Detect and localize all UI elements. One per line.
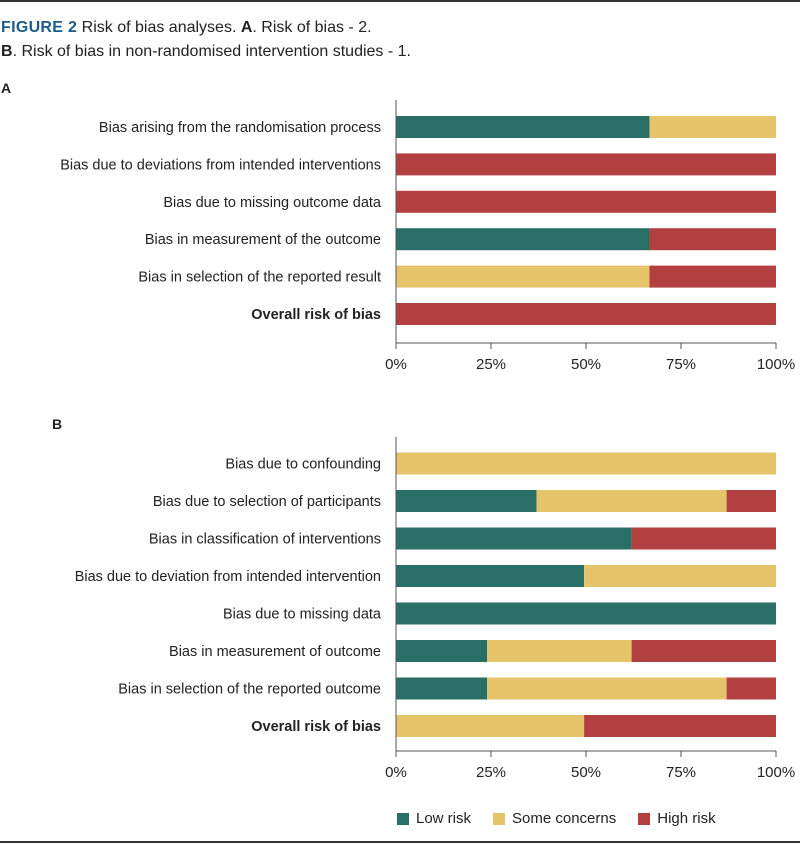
x-tick-label: 75% bbox=[666, 356, 696, 373]
panel-a-chart: Bias arising from the randomisation proc… bbox=[60, 100, 795, 373]
category-label: Bias due to missing data bbox=[223, 607, 382, 623]
bottom-rule bbox=[0, 841, 800, 843]
bar-segment-low bbox=[396, 527, 632, 550]
bar-segment-some bbox=[487, 677, 727, 700]
bar-segment-high bbox=[726, 677, 776, 700]
bar-segment-high bbox=[631, 640, 776, 662]
panel-b-chart: Bias due to confounding Bias due to selec… bbox=[75, 437, 795, 781]
bar-segment-low bbox=[396, 677, 488, 700]
chart-legend: Low risk Some concerns High risk bbox=[397, 810, 738, 827]
caption-text-1: Risk of bias analyses. bbox=[77, 19, 241, 36]
category-label: Bias in classification of interventions bbox=[149, 532, 381, 548]
x-tick-label: 100% bbox=[757, 764, 795, 781]
bar-segment-high bbox=[649, 265, 776, 288]
category-label: Bias in selection of the reported outcom… bbox=[118, 682, 381, 698]
bar-segment-high bbox=[631, 527, 776, 550]
bar-segment-low bbox=[396, 565, 585, 587]
legend-label-low: Low risk bbox=[416, 810, 472, 827]
bar-segment-some bbox=[584, 565, 776, 587]
category-label: Bias due to deviations from intended int… bbox=[60, 157, 381, 173]
bar-segment-low bbox=[396, 490, 537, 512]
bar-segment-low bbox=[396, 602, 776, 625]
x-tick-label: 50% bbox=[571, 764, 601, 781]
panel-b-letter: B bbox=[52, 416, 63, 432]
bar-segment-some bbox=[396, 452, 776, 475]
legend-swatch-some bbox=[493, 812, 506, 825]
x-tick-label: 0% bbox=[385, 764, 407, 781]
caption-letter-a: A bbox=[240, 19, 253, 36]
bar-segment-low bbox=[396, 116, 650, 138]
bar-segment-high bbox=[726, 490, 776, 512]
caption-letter-b: B bbox=[1, 43, 13, 60]
bar-segment-low bbox=[396, 228, 650, 251]
legend-item-high: High risk bbox=[638, 810, 716, 827]
bar-segment-some bbox=[396, 715, 585, 737]
category-label: Bias in selection of the reported result bbox=[138, 270, 381, 286]
bar-segment-high bbox=[584, 715, 776, 737]
figure-label: FIGURE 2 bbox=[1, 19, 78, 36]
x-tick-label: 25% bbox=[476, 764, 506, 781]
panel-a-letter: A bbox=[1, 80, 12, 96]
bar-segment-some bbox=[536, 490, 727, 512]
x-tick-label: 75% bbox=[666, 764, 696, 781]
bar-segment-some bbox=[649, 116, 776, 138]
bar-segment-high bbox=[396, 190, 776, 213]
x-tick-label: 0% bbox=[385, 356, 407, 373]
category-label: Bias in measurement of outcome bbox=[169, 644, 381, 660]
category-label: Bias due to confounding bbox=[225, 457, 381, 473]
legend-label-high: High risk bbox=[657, 810, 716, 827]
category-label: Bias arising from the randomisation proc… bbox=[99, 120, 381, 136]
category-label: Bias due to deviation from intended inte… bbox=[75, 569, 381, 585]
category-label: Overall risk of bias bbox=[251, 719, 381, 735]
bar-segment-low bbox=[396, 640, 488, 662]
caption-line-1: FIGURE 2 Risk of bias analyses. A. Risk … bbox=[1, 16, 411, 40]
category-label: Bias due to selection of participants bbox=[153, 494, 381, 510]
legend-label-some: Some concerns bbox=[512, 810, 617, 827]
figure-caption: FIGURE 2 Risk of bias analyses. A. Risk … bbox=[1, 16, 411, 64]
x-tick-label: 50% bbox=[571, 356, 601, 373]
legend-item-some: Some concerns bbox=[493, 810, 616, 827]
bar-segment-high bbox=[396, 303, 776, 325]
bar-segment-some bbox=[396, 265, 650, 288]
x-tick-label: 100% bbox=[757, 356, 795, 373]
caption-line-2: B. Risk of bias in non-randomised interv… bbox=[1, 40, 411, 64]
category-label: Overall risk of bias bbox=[251, 307, 381, 323]
legend-swatch-low bbox=[397, 812, 409, 825]
top-rule bbox=[0, 0, 800, 2]
bar-segment-some bbox=[487, 640, 632, 662]
bar-segment-high bbox=[396, 153, 776, 176]
bar-segment-high bbox=[649, 228, 776, 251]
legend-swatch-high bbox=[638, 812, 651, 825]
legend-item-low: Low risk bbox=[397, 810, 471, 827]
category-label: Bias due to missing outcome data bbox=[163, 195, 382, 211]
x-tick-label: 25% bbox=[476, 356, 506, 373]
caption-text-2: . Risk of bias - 2. bbox=[252, 19, 372, 36]
caption-text-3: . Risk of bias in non-randomised interve… bbox=[12, 43, 411, 60]
category-label: Bias in measurement of the outcome bbox=[145, 232, 381, 248]
